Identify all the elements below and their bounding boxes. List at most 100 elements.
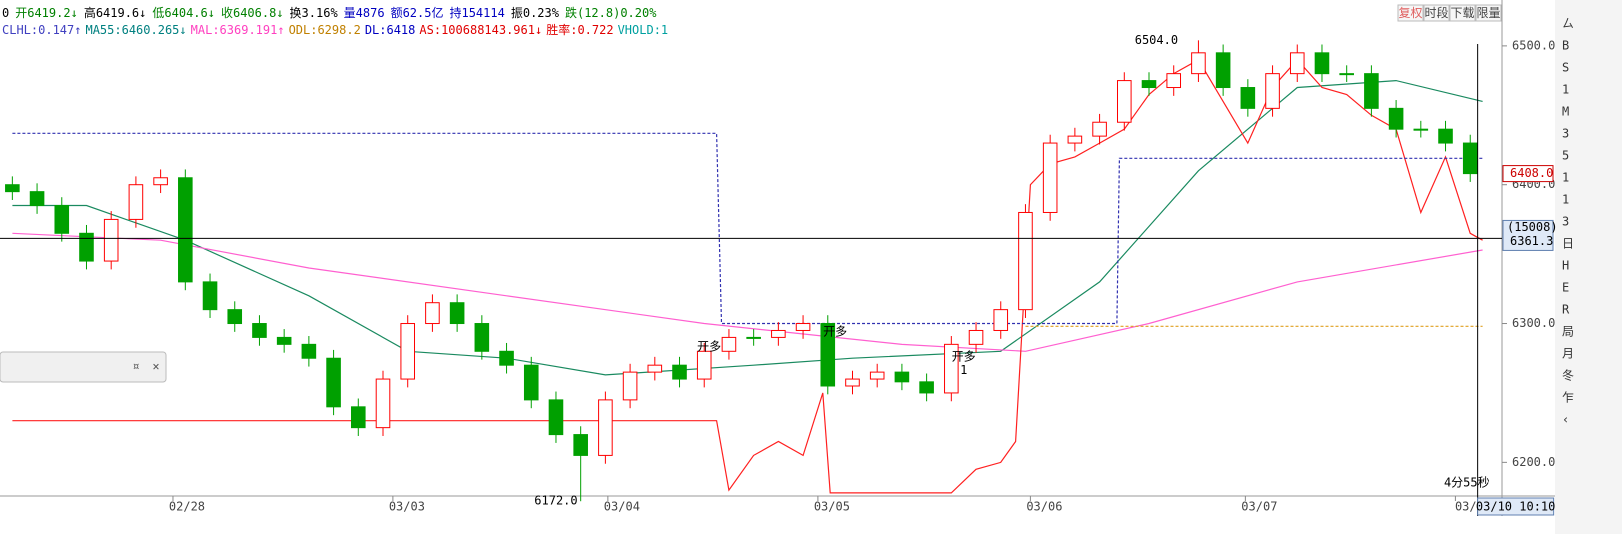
header-item: 持154114 bbox=[449, 5, 504, 20]
toolbar-button-label[interactable]: 时段 bbox=[1424, 5, 1448, 20]
header-item: 0 bbox=[2, 6, 9, 20]
candle-body bbox=[622, 371, 638, 401]
header-item: VHOLD:1 bbox=[618, 23, 669, 37]
candle-body bbox=[869, 371, 885, 380]
candle-body bbox=[523, 364, 539, 401]
toolbar-button[interactable] bbox=[1423, 4, 1450, 22]
x-tick-label: 03/06 bbox=[1026, 500, 1062, 514]
sidebar-label: 冬 bbox=[1562, 368, 1574, 383]
sidebar-label: B bbox=[1562, 39, 1569, 53]
cursor-price-box bbox=[1502, 219, 1554, 251]
candle-body bbox=[1067, 135, 1083, 144]
toolbar-button[interactable] bbox=[1449, 4, 1476, 22]
candle-body bbox=[400, 323, 416, 380]
candle-body bbox=[1438, 128, 1453, 144]
y-tick-label: 6200.0 bbox=[1512, 455, 1555, 469]
sidebar-label: H bbox=[1562, 259, 1569, 273]
sidebar-label: 3 bbox=[1562, 215, 1569, 229]
annotation: 1 bbox=[960, 363, 967, 377]
x-tick-label: 03/1 bbox=[1455, 500, 1484, 514]
toolbar-button[interactable] bbox=[1475, 4, 1502, 22]
header-item: AS:100688143.961↓ bbox=[419, 23, 542, 37]
candle-body bbox=[79, 232, 94, 262]
panel-button[interactable]: × bbox=[152, 360, 159, 374]
candle-body bbox=[252, 323, 267, 338]
x-tick-label: 02/28 bbox=[169, 500, 205, 514]
toolbar-button-label[interactable]: 复权 bbox=[1398, 6, 1422, 20]
toolbar-button[interactable] bbox=[1397, 4, 1424, 22]
candle-body bbox=[425, 302, 440, 325]
candle-body bbox=[326, 357, 341, 408]
candle-body bbox=[746, 336, 761, 339]
annotation: 6504.0 bbox=[1135, 33, 1178, 47]
candle-body bbox=[771, 329, 786, 338]
sidebar-label: R bbox=[1562, 303, 1570, 317]
x-tick-label: 03/05 bbox=[814, 500, 850, 514]
sidebar-label: 1 bbox=[1562, 171, 1569, 185]
sidebar-label: 月 bbox=[1562, 347, 1574, 361]
header-item: 开6419.2↓ bbox=[15, 6, 78, 20]
countdown: 4分55秒 bbox=[1444, 476, 1490, 490]
annotation: 开多 bbox=[697, 340, 721, 354]
header-item: DL:6418 bbox=[365, 23, 416, 37]
candle-body bbox=[103, 218, 119, 262]
toolbar-button-label[interactable]: 下载 bbox=[1450, 6, 1474, 20]
indicator-line bbox=[12, 132, 1483, 325]
candle-body bbox=[696, 350, 712, 380]
sidebar-label: S bbox=[1562, 61, 1569, 75]
annotation: 6172.0 bbox=[534, 494, 577, 508]
candle-body bbox=[721, 336, 737, 352]
header-item: 量4876 bbox=[344, 6, 385, 20]
candle-body bbox=[375, 378, 391, 429]
candle-body bbox=[944, 343, 959, 394]
sidebar-label: 局 bbox=[1562, 325, 1574, 339]
candle-body bbox=[276, 336, 292, 345]
candle-body bbox=[548, 399, 564, 436]
header-item: 高6419.6↓ bbox=[84, 5, 147, 20]
candle-body bbox=[647, 364, 663, 373]
candle-body bbox=[1018, 211, 1033, 311]
candle-body bbox=[449, 302, 465, 325]
header-item: CLHL:0.147↑ bbox=[2, 23, 81, 37]
candle-body bbox=[1388, 107, 1404, 130]
sidebar-label: M bbox=[1562, 105, 1569, 119]
candle-body bbox=[227, 309, 243, 325]
candle-body bbox=[128, 184, 144, 220]
candle-body bbox=[672, 364, 687, 380]
x-tick-label: 03/07 bbox=[1241, 500, 1277, 514]
header-item: ODL:6298.2 bbox=[289, 23, 361, 37]
x-tick-label: 03/04 bbox=[604, 500, 640, 514]
annotation: 开多 bbox=[952, 349, 976, 363]
candle-body bbox=[968, 329, 984, 345]
last-price-box bbox=[1502, 165, 1554, 183]
candle-body bbox=[1215, 52, 1231, 89]
y-tick-label: 6300.0 bbox=[1512, 316, 1555, 330]
indicator-line bbox=[12, 58, 1483, 494]
candle-body bbox=[820, 323, 836, 387]
sidebar-label: 日 bbox=[1562, 237, 1574, 251]
header-item: MA55:6460.265↓ bbox=[85, 23, 186, 37]
floating-panel bbox=[0, 351, 167, 383]
sidebar-label: ‹ bbox=[1562, 413, 1569, 427]
candle-body bbox=[1314, 52, 1330, 75]
header-item: 胜率:0.722 bbox=[546, 22, 613, 37]
candle-body bbox=[1289, 52, 1305, 75]
candle-body bbox=[1364, 73, 1379, 109]
candle-body bbox=[178, 177, 193, 283]
candle-body bbox=[350, 406, 366, 429]
candle-body bbox=[5, 184, 20, 193]
candle-body bbox=[153, 177, 168, 186]
header-line: 0 开6419.2↓ 高6419.6↓ 低6404.6↓ 收6406.8↓ 换3.16% 量… bbox=[2, 5, 657, 20]
candle-body bbox=[845, 378, 860, 387]
toolbar-button-label[interactable]: 限量 bbox=[1476, 6, 1500, 20]
cursor-volume-label: (15008) bbox=[1507, 220, 1558, 234]
header-item: 低6404.6↓ bbox=[152, 6, 215, 20]
header-item: 振0.23% bbox=[511, 6, 560, 20]
candle-body bbox=[202, 281, 218, 311]
sidebar bbox=[1555, 0, 1622, 534]
y-tick-label: 6500.0 bbox=[1512, 38, 1555, 52]
cursor-time-label: 03/10 10:10 bbox=[1476, 500, 1555, 514]
candle-body bbox=[29, 191, 45, 207]
panel-button[interactable]: ¤ bbox=[132, 360, 139, 374]
